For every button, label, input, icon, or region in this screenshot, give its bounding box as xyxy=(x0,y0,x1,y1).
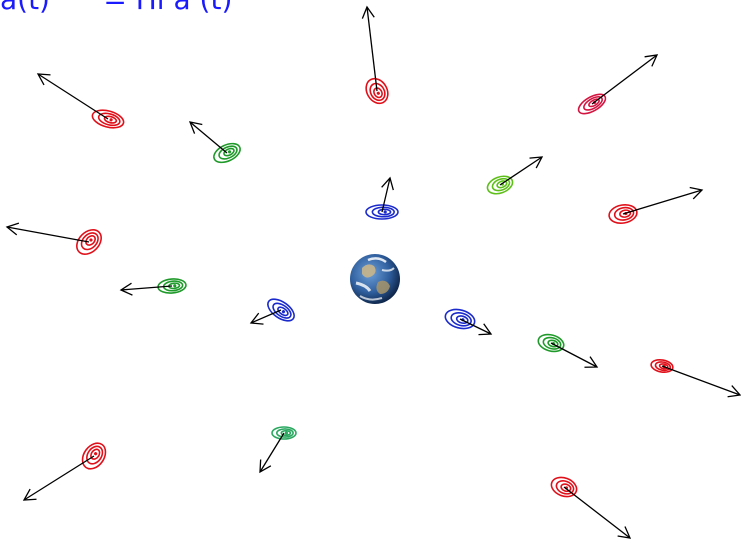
galaxy-green-upper-right xyxy=(486,156,544,195)
galaxy-blue-right xyxy=(444,308,493,336)
spiral-galaxy-icon xyxy=(91,109,125,129)
spiral-galaxy-icon xyxy=(608,204,638,224)
velocity-arrow xyxy=(259,432,285,474)
galaxy-red-upper-right xyxy=(577,54,659,115)
galaxy-red-upper-left xyxy=(36,73,125,129)
velocity-arrow xyxy=(499,156,544,186)
galaxy-blue-left xyxy=(249,298,295,325)
velocity-arrow xyxy=(119,282,173,296)
galaxy-red-bottom-right xyxy=(550,476,632,539)
velocity-arrow xyxy=(563,486,632,539)
galaxy-green-upper-left xyxy=(188,121,241,164)
spiral-galaxy-icon xyxy=(650,358,674,374)
spiral-galaxy-icon xyxy=(550,476,578,498)
spiral-galaxy-icon xyxy=(81,442,107,470)
velocity-arrow xyxy=(591,54,659,105)
spiral-galaxy-icon xyxy=(271,426,297,440)
velocity-arrow xyxy=(361,5,378,92)
galaxy-green-left xyxy=(119,278,187,296)
galaxy-green-lower-center xyxy=(259,426,297,474)
spiral-galaxy-icon xyxy=(537,333,565,353)
spiral-galaxy-icon xyxy=(213,142,241,164)
velocity-arrow xyxy=(622,186,704,215)
velocity-arrow xyxy=(249,309,282,325)
spiral-galaxy-icon xyxy=(365,77,389,105)
velocity-arrow xyxy=(22,455,95,501)
velocity-arrow xyxy=(36,73,109,120)
galaxy-green-right xyxy=(537,333,599,368)
velocity-arrow xyxy=(550,342,599,368)
galaxy-red-top xyxy=(361,5,389,105)
velocity-arrow xyxy=(5,222,90,243)
velocity-arrow xyxy=(661,365,741,398)
velocity-arrow xyxy=(459,318,493,336)
galaxy-red-left xyxy=(5,222,102,255)
velocity-arrow xyxy=(188,121,228,154)
spiral-galaxy-icon xyxy=(76,229,102,255)
galaxy-blue-center-top xyxy=(365,176,399,220)
galaxy-red-lower-left xyxy=(22,442,107,501)
spiral-galaxy-icon xyxy=(267,298,295,322)
galaxy-red-right xyxy=(608,186,704,224)
galaxy-red-far-right xyxy=(650,358,741,398)
earth-icon xyxy=(350,254,400,304)
velocity-arrow xyxy=(381,176,394,213)
hubble-law-formula: a(t) = Hl a (t) xyxy=(0,0,232,14)
